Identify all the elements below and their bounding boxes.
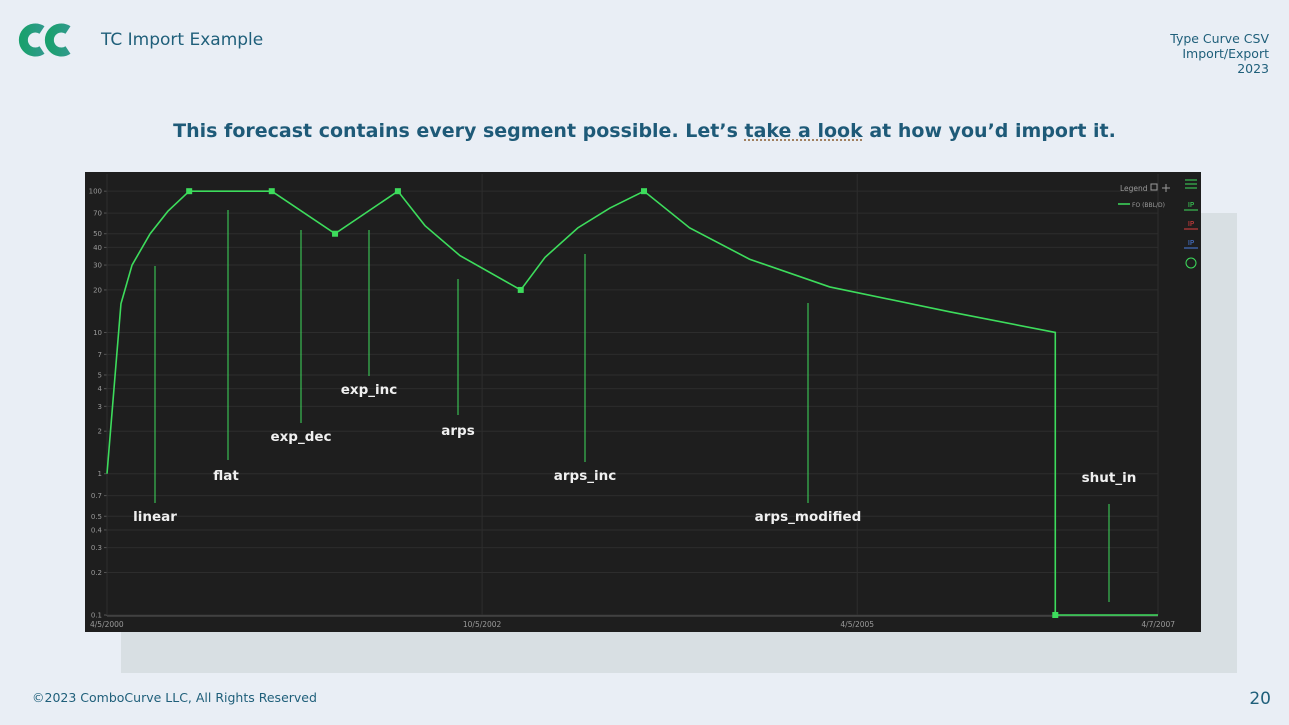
side-line: 2023	[1237, 61, 1269, 76]
segment-marker	[332, 230, 339, 237]
legend-icon	[1162, 184, 1170, 192]
annotation: shut_in	[1082, 470, 1137, 486]
y-tick-label: 100	[89, 188, 102, 196]
toolbar-label: IP	[1188, 220, 1194, 228]
toolbar-label: IP	[1188, 239, 1194, 247]
y-tick-label: 0.4	[91, 526, 103, 534]
y-tick-label: 7	[98, 351, 102, 359]
y-tick-label: 3	[98, 403, 102, 411]
annotation: arps_modified	[755, 509, 862, 525]
annotation: arps_inc	[554, 468, 616, 484]
headline-part: at how you’d import it.	[862, 120, 1116, 142]
side-line: Import/Export	[1182, 46, 1269, 61]
y-tick-label: 40	[93, 244, 102, 252]
side-note: Type Curve CSV Import/Export 2023	[1170, 31, 1269, 76]
y-tick-label: 0.5	[91, 513, 102, 521]
y-tick-label: 30	[93, 262, 102, 270]
header-title: TC Import Example	[101, 30, 264, 50]
headline-part: This forecast contains every segment pos…	[173, 120, 745, 142]
segment-marker	[1052, 612, 1059, 618]
y-tick-label: 1	[98, 470, 102, 478]
logo	[18, 23, 71, 57]
y-tick-label: 10	[93, 329, 102, 337]
toolbar-icon	[1185, 257, 1197, 269]
side-line: Type Curve CSV	[1170, 31, 1269, 46]
legend-icon	[1150, 183, 1158, 191]
x-tick-label: 4/7/2007	[1141, 620, 1175, 629]
y-tick-label: 70	[93, 210, 102, 218]
y-tick-label: 5	[98, 371, 102, 379]
toolbar-label: IP	[1188, 201, 1194, 209]
x-tick-label: 4/5/2000	[90, 620, 124, 629]
legend-label: FO (BBL/D)	[1132, 202, 1165, 209]
annotation: exp_dec	[270, 429, 331, 445]
headline-link: take a look	[744, 120, 863, 142]
legend-title: Legend	[1120, 184, 1148, 193]
y-tick-label: 0.2	[91, 569, 102, 577]
segment-marker	[641, 188, 648, 195]
y-tick-label: 2	[98, 428, 102, 436]
y-tick-label: 4	[98, 385, 103, 393]
x-tick-label: 10/5/2002	[463, 620, 502, 629]
toolbar-icon	[1185, 179, 1197, 189]
segment-marker	[268, 188, 275, 195]
y-tick-label: 20	[93, 286, 102, 294]
y-tick-label: 0.1	[91, 612, 102, 620]
y-tick-label: 0.7	[91, 492, 102, 500]
segment-marker	[186, 188, 193, 195]
headline: This forecast contains every segment pos…	[0, 120, 1289, 142]
copyright: ©2023 ComboCurve LLC, All Rights Reserve…	[32, 690, 317, 705]
segment-marker	[394, 188, 401, 195]
segment-marker	[517, 286, 524, 293]
x-tick-label: 4/5/2005	[840, 620, 874, 629]
chart-panel	[85, 172, 1201, 632]
annotation: flat	[213, 468, 239, 484]
y-tick-label: 0.3	[91, 544, 102, 552]
page-number: 20	[1249, 689, 1271, 709]
y-tick-label: 50	[93, 230, 102, 238]
annotation: exp_inc	[341, 382, 398, 398]
annotation: arps	[441, 423, 474, 439]
annotation: linear	[133, 509, 177, 525]
